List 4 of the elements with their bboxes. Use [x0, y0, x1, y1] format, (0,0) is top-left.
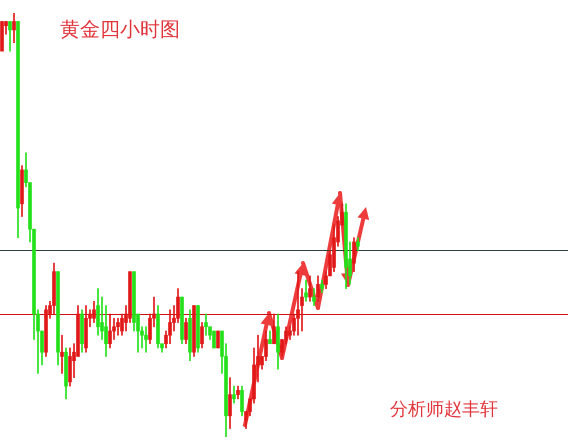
text: 分析师赵丰轩: [390, 398, 498, 421]
candlestick: [212, 330, 216, 348]
chart-title: 黄金四小时图: [60, 16, 180, 43]
candlestick: [216, 330, 220, 348]
